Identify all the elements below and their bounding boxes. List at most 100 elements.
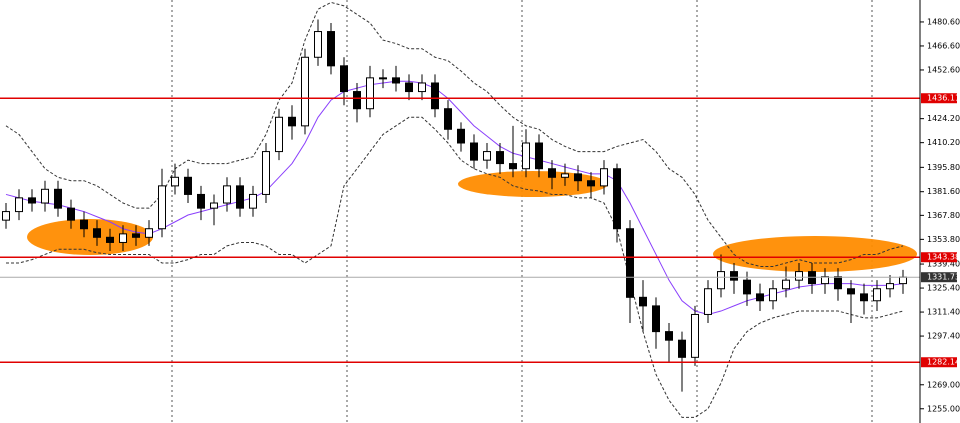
candle-body bbox=[405, 82, 413, 93]
candle-body bbox=[236, 185, 244, 209]
y-tick-label: 1452.60 bbox=[927, 65, 960, 74]
y-tick-label: 1297.40 bbox=[927, 332, 960, 341]
candle-body bbox=[158, 185, 166, 230]
indicator-line bbox=[5, 80, 904, 315]
candle-body bbox=[444, 108, 452, 130]
y-tick-label: 1381.60 bbox=[927, 187, 960, 196]
candle-body bbox=[275, 116, 283, 153]
candle-body bbox=[28, 197, 36, 204]
candle-body bbox=[106, 236, 114, 243]
candle-body bbox=[561, 173, 569, 178]
candle-body bbox=[184, 176, 192, 195]
candle-body bbox=[483, 151, 491, 161]
candle-body bbox=[210, 202, 218, 209]
candle-body bbox=[743, 279, 751, 295]
axis-panel bbox=[920, 0, 960, 423]
candle-body bbox=[730, 271, 738, 281]
candle-body bbox=[132, 233, 140, 238]
candle-body bbox=[600, 168, 608, 187]
y-tick-label: 1395.80 bbox=[927, 163, 960, 172]
candle-body bbox=[392, 77, 400, 84]
candle-body bbox=[197, 193, 205, 209]
y-tick-label: 1339.40 bbox=[927, 260, 960, 269]
y-tick-label: 1325.40 bbox=[927, 284, 960, 293]
candle-body bbox=[93, 228, 101, 238]
candle-body bbox=[314, 31, 322, 58]
level-box bbox=[921, 357, 957, 368]
highlight bbox=[458, 171, 608, 197]
y-tick-label: 1311.40 bbox=[927, 308, 960, 317]
candle-body bbox=[327, 31, 335, 67]
candle-body bbox=[834, 276, 842, 290]
candle-body bbox=[249, 193, 257, 209]
y-tick-label: 1410.20 bbox=[927, 138, 960, 147]
candle-body bbox=[886, 283, 894, 290]
candle-body bbox=[418, 82, 426, 93]
candle-body bbox=[171, 176, 179, 187]
level-label: 1343.38 bbox=[927, 253, 960, 262]
last-price-label: 1331.73 bbox=[927, 273, 960, 282]
last-price-box bbox=[921, 272, 957, 283]
candle-body bbox=[769, 288, 777, 302]
candle-body bbox=[509, 163, 517, 170]
candle-body bbox=[782, 279, 790, 290]
y-tick-label: 1269.00 bbox=[927, 380, 960, 389]
candle-body bbox=[678, 339, 686, 358]
y-tick-label: 1466.60 bbox=[927, 41, 960, 50]
candle-body bbox=[223, 185, 231, 204]
axis: 1480.60 1466.60 1452.60 1424.20 1410.20 1395.… bbox=[920, 17, 960, 413]
candle-body bbox=[431, 82, 439, 110]
candle-body bbox=[353, 91, 361, 110]
candle-body bbox=[899, 276, 907, 285]
candle-body bbox=[470, 142, 478, 161]
candle-body bbox=[691, 313, 699, 358]
candle-body bbox=[847, 288, 855, 295]
candle-body bbox=[587, 180, 595, 187]
candle-body bbox=[379, 77, 387, 80]
candle-body bbox=[704, 288, 712, 315]
candle-body bbox=[366, 77, 374, 110]
candle-body bbox=[145, 228, 153, 238]
candle-body bbox=[535, 142, 543, 170]
level-label: 1282.14 bbox=[927, 358, 960, 367]
candle-body bbox=[613, 168, 621, 230]
y-tick-label: 1424.20 bbox=[927, 114, 960, 123]
candle-body bbox=[67, 207, 75, 221]
candle-body bbox=[821, 276, 829, 285]
candle-body bbox=[626, 228, 634, 298]
candle-body bbox=[119, 233, 127, 243]
candle-body bbox=[574, 173, 582, 182]
candle-body bbox=[548, 168, 556, 178]
candle-body bbox=[2, 211, 10, 221]
level-box bbox=[921, 252, 957, 263]
candle-body bbox=[639, 296, 647, 307]
candle-body bbox=[54, 188, 62, 209]
candle-body bbox=[873, 288, 881, 302]
candle-body bbox=[262, 151, 270, 195]
candle-body bbox=[652, 305, 660, 333]
candle-body bbox=[457, 128, 465, 144]
candle-body bbox=[301, 56, 309, 127]
candle-body bbox=[522, 142, 530, 170]
candle-body bbox=[288, 116, 296, 127]
y-tick-label: 1353.80 bbox=[927, 235, 960, 244]
y-tick-label: 1367.80 bbox=[927, 211, 960, 220]
y-tick-label: 1480.60 bbox=[927, 17, 960, 26]
indicator-line bbox=[5, 1, 904, 267]
y-tick-label: 1255.00 bbox=[927, 404, 960, 413]
candle-body bbox=[340, 65, 348, 93]
candle-body bbox=[665, 331, 673, 341]
candle-body bbox=[717, 271, 725, 290]
candle-body bbox=[795, 271, 803, 281]
level-box bbox=[921, 93, 957, 104]
level-label: 1436.11 bbox=[927, 94, 960, 103]
candle-body bbox=[15, 197, 23, 213]
candle-body bbox=[41, 188, 49, 204]
candle-body bbox=[756, 293, 764, 302]
plot bbox=[0, 1, 920, 418]
candle-body bbox=[80, 219, 88, 230]
candle-body bbox=[496, 151, 504, 165]
highlight bbox=[713, 236, 917, 272]
